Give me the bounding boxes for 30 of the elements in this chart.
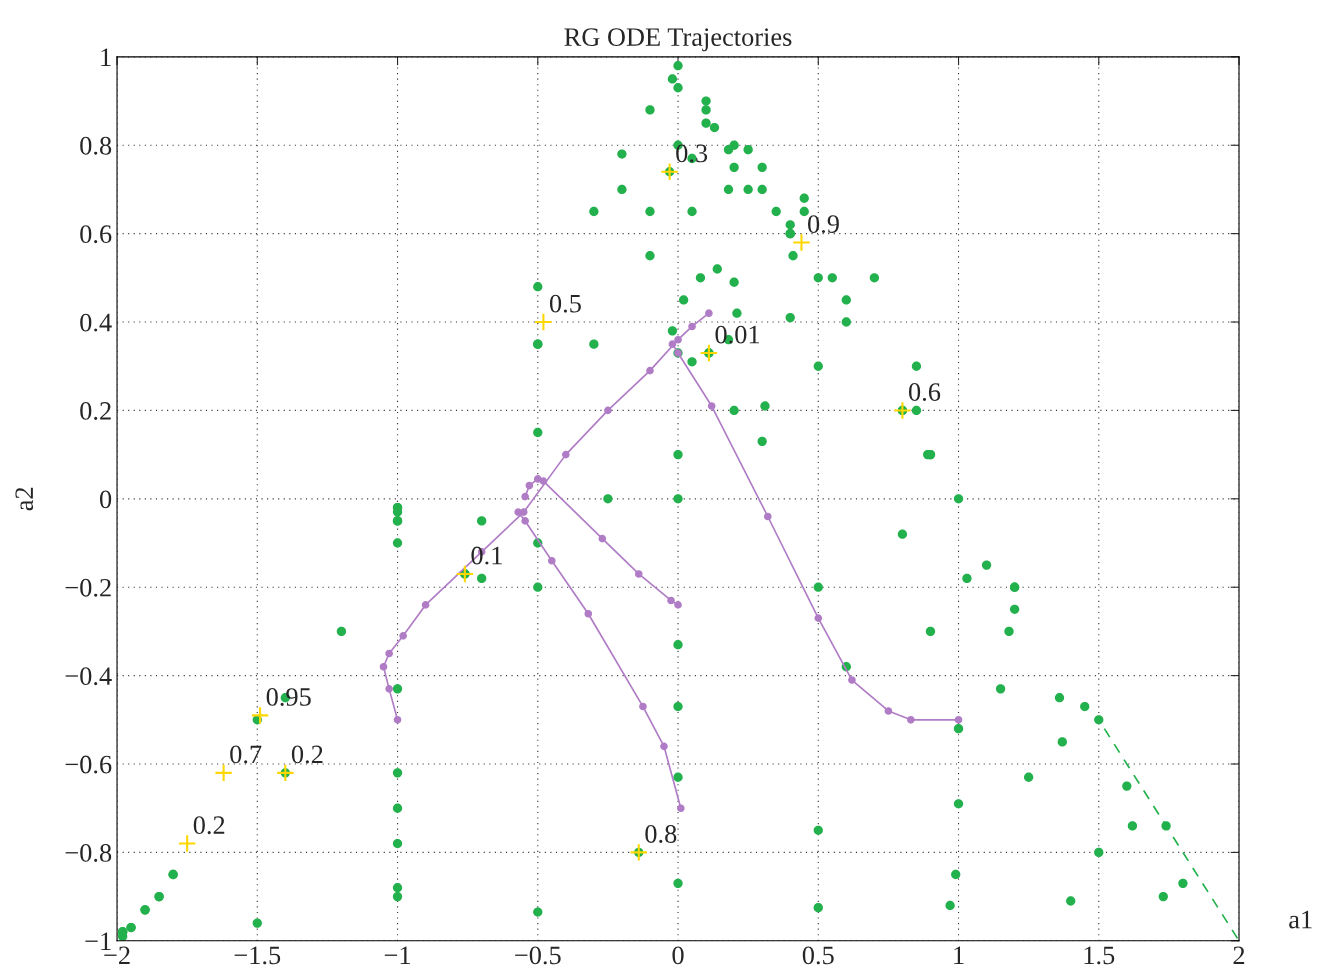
annotation: 0.8 — [645, 825, 677, 843]
y-tick-label: −0.2 — [65, 578, 111, 597]
y-tick-label: −0.8 — [65, 844, 112, 862]
x-tick-label: −1 — [384, 946, 410, 964]
x-tick-label: 1.5 — [1084, 946, 1115, 965]
y-tick-label: −0.6 — [65, 755, 112, 774]
annotation: 0.7 — [230, 745, 262, 764]
y-tick-label: 0.6 — [80, 225, 112, 244]
annotation: 0.01 — [715, 325, 760, 344]
y-tick-label: 0.4 — [80, 313, 112, 332]
x-tick-label: 0 — [672, 946, 684, 965]
y-tick-label: 1 — [101, 48, 111, 66]
annotation: 0.3 — [676, 144, 708, 163]
annotation: 0.2 — [193, 816, 225, 835]
x-tick-label: 0.5 — [802, 946, 834, 965]
x-tick-label: 1 — [954, 946, 964, 964]
annotation: 0.2 — [291, 745, 323, 764]
annotation: 0.9 — [808, 215, 839, 234]
x-tick-label: −0.5 — [515, 946, 561, 965]
x-tick-label: 2 — [1233, 946, 1245, 964]
chart-title: RG ODE Trajectories — [564, 28, 792, 52]
y-tick-label: −0.4 — [65, 667, 112, 686]
y-tick-label: 0 — [99, 490, 112, 509]
annotation: 0.6 — [908, 383, 941, 402]
x-tick-label: −1.5 — [234, 946, 281, 965]
y-tick-label: 0.2 — [80, 402, 111, 420]
y-tick-label: 0.8 — [80, 136, 112, 155]
annotation: 0.5 — [549, 294, 581, 313]
x-axis-title: a1 — [1289, 910, 1312, 929]
y-axis-title: a2 — [15, 487, 34, 511]
